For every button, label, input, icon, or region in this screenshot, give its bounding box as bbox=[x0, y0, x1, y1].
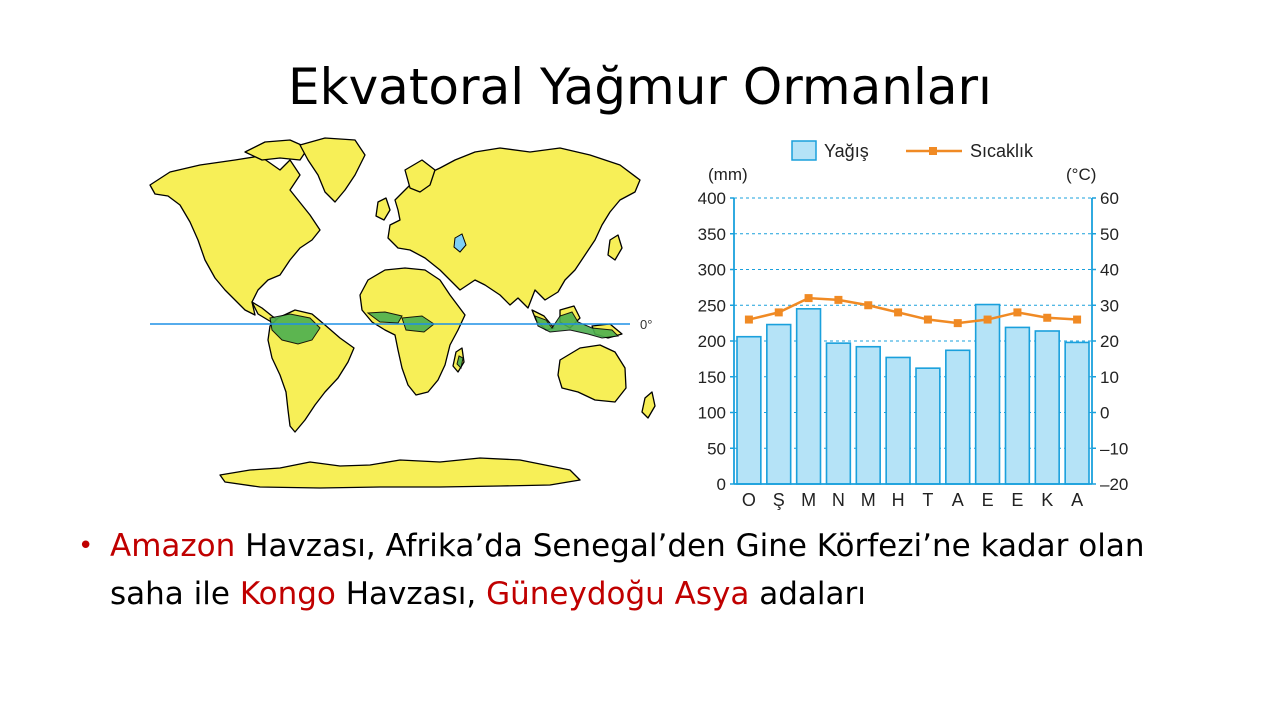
x-tick-label: N bbox=[832, 490, 845, 510]
highlighted-term: Amazon bbox=[110, 528, 236, 564]
highlighted-term: Kongo bbox=[239, 576, 336, 612]
climate-chart: Yağış Sıcaklık (mm) (°C) 400350300250200… bbox=[698, 140, 1129, 510]
left-axis-unit: (mm) bbox=[708, 165, 748, 184]
scandinavia bbox=[404, 159, 436, 193]
y-tick-label-right: 60 bbox=[1100, 189, 1119, 208]
bar-yagis bbox=[974, 303, 1001, 485]
chart-line bbox=[744, 294, 1082, 328]
x-tick-label: H bbox=[892, 490, 905, 510]
west-africa-rainforest bbox=[366, 311, 403, 324]
bar-yagis bbox=[855, 345, 881, 485]
legend-label-sicaklik: Sıcaklık bbox=[970, 141, 1034, 161]
bar-yagis bbox=[795, 308, 822, 485]
point-sicaklik bbox=[744, 315, 753, 324]
x-tick-label: T bbox=[922, 490, 933, 510]
bullet-point: • Amazon Havzası, Afrika’da Senegal’den … bbox=[78, 522, 1158, 618]
point-sicaklik bbox=[1013, 308, 1022, 317]
y-tick-label-left: 100 bbox=[698, 404, 726, 423]
y-tick-label-left: 300 bbox=[698, 261, 726, 280]
x-tick-label: M bbox=[861, 490, 876, 510]
bar-yagis bbox=[915, 367, 941, 485]
y-tick-label-right: 30 bbox=[1100, 296, 1119, 315]
amazon-rainforest bbox=[269, 313, 321, 345]
greenland bbox=[299, 137, 366, 203]
japan bbox=[607, 234, 623, 261]
legend-label-yagis: Yağış bbox=[824, 141, 869, 161]
x-tick-label: A bbox=[952, 490, 964, 510]
rainforest-regions bbox=[269, 311, 620, 370]
y-tick-label-right: 0 bbox=[1100, 404, 1109, 423]
y-tick-label-left: 50 bbox=[707, 439, 726, 458]
bullet-text-segment: adaları bbox=[749, 576, 866, 612]
caspian-sea bbox=[453, 233, 467, 253]
y-tick-label-left: 400 bbox=[698, 189, 726, 208]
world-map: 0° bbox=[149, 137, 656, 489]
point-sicaklik bbox=[834, 295, 843, 304]
bar-yagis bbox=[885, 356, 911, 485]
y-tick-label-right: 50 bbox=[1100, 225, 1119, 244]
bullet-text-segment: Havzası, Afrika’da Senegal’den Gine Körf… bbox=[110, 528, 1145, 612]
x-tick-label: E bbox=[982, 490, 994, 510]
bar-yagis bbox=[1034, 330, 1060, 485]
australia bbox=[557, 344, 627, 403]
bar-yagis bbox=[825, 342, 852, 485]
slide-title: Ekvatoral Yağmur Ormanları bbox=[288, 58, 992, 116]
bar-yagis bbox=[736, 335, 762, 485]
right-axis-unit: (°C) bbox=[1066, 165, 1096, 184]
highlighted-term: Güneydoğu Asya bbox=[486, 576, 750, 612]
x-tick-label: Ş bbox=[773, 490, 785, 510]
x-tick-label: A bbox=[1071, 490, 1083, 510]
y-tick-label-left: 150 bbox=[698, 368, 726, 387]
bar-yagis bbox=[945, 349, 971, 485]
y-tick-label-left: 250 bbox=[698, 296, 726, 315]
point-sicaklik bbox=[923, 315, 932, 324]
y-tick-label-left: 0 bbox=[717, 475, 726, 494]
bullet-text: Amazon Havzası, Afrika’da Senegal’den Gi… bbox=[110, 522, 1158, 618]
y-tick-label-right: 20 bbox=[1100, 332, 1119, 351]
y-tick-label-left: 350 bbox=[698, 225, 726, 244]
bar-yagis bbox=[1064, 341, 1090, 485]
x-tick-label: K bbox=[1041, 490, 1053, 510]
x-tick-label: E bbox=[1011, 490, 1023, 510]
point-sicaklik bbox=[864, 301, 873, 310]
british-isles bbox=[375, 197, 391, 221]
north-america bbox=[149, 155, 321, 316]
y-tick-label-right: –10 bbox=[1100, 439, 1128, 458]
antarctica bbox=[219, 457, 581, 489]
y-tick-label-left: 200 bbox=[698, 332, 726, 351]
chart-bars bbox=[736, 303, 1090, 485]
point-sicaklik bbox=[894, 308, 903, 317]
legend-swatch-yagis bbox=[791, 140, 817, 161]
legend-marker-sicaklik bbox=[929, 147, 937, 155]
chart-legend: Yağış Sıcaklık bbox=[791, 140, 1034, 161]
point-sicaklik bbox=[983, 315, 992, 324]
x-tick-label: O bbox=[742, 490, 756, 510]
new-zealand bbox=[641, 391, 656, 419]
eurasia bbox=[387, 147, 641, 309]
point-sicaklik bbox=[1073, 315, 1082, 324]
bullet-text-segment: Havzası, bbox=[335, 576, 487, 612]
point-sicaklik bbox=[774, 308, 783, 317]
y-tick-label-right: –20 bbox=[1100, 475, 1128, 494]
bar-yagis bbox=[1004, 326, 1031, 485]
point-sicaklik bbox=[953, 319, 962, 328]
line-sicaklik bbox=[748, 296, 1078, 325]
x-tick-label: M bbox=[801, 490, 816, 510]
arctic-islands bbox=[244, 139, 309, 161]
bullet-icon: • bbox=[78, 531, 94, 561]
equator-label: 0° bbox=[640, 317, 652, 332]
chart-axes bbox=[730, 197, 1096, 485]
africa bbox=[359, 267, 466, 396]
point-sicaklik bbox=[1043, 313, 1052, 322]
y-tick-label-right: 10 bbox=[1100, 368, 1119, 387]
bar-yagis bbox=[766, 323, 792, 485]
map-landmasses bbox=[149, 137, 656, 489]
chart-labels: 4003503002502001501005006050403020100–10… bbox=[698, 189, 1129, 510]
point-sicaklik bbox=[804, 294, 813, 303]
y-tick-label-right: 40 bbox=[1100, 261, 1119, 280]
madagascar-rainforest bbox=[456, 355, 464, 370]
